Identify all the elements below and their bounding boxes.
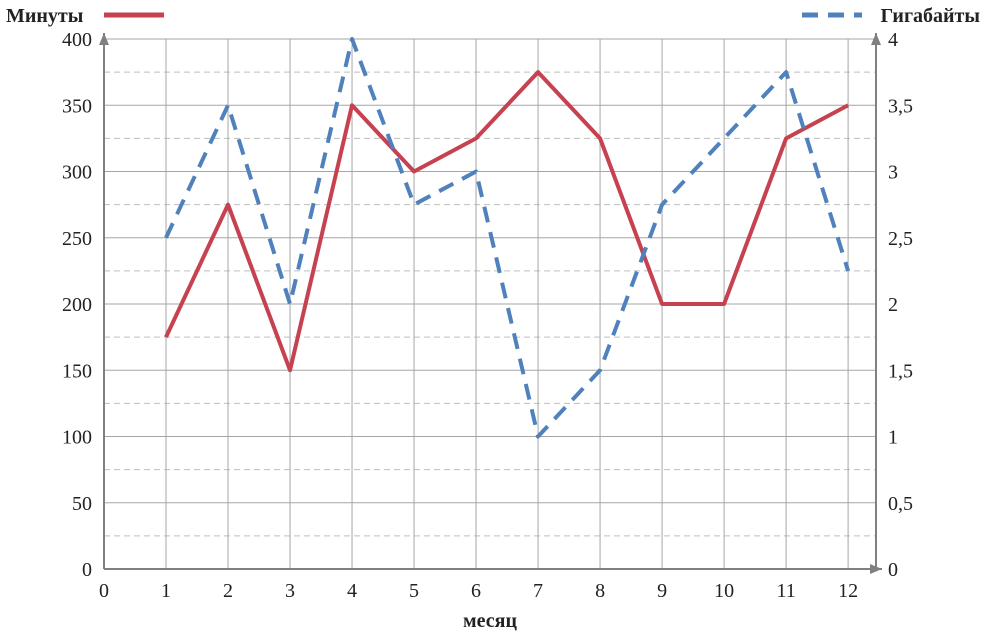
x-axis-title: месяц <box>463 610 517 632</box>
y-left-tick-label: 50 <box>72 493 92 515</box>
y-right-tick-label: 0 <box>888 559 898 581</box>
x-tick-label: 0 <box>99 580 109 602</box>
y-left-tick-label: 400 <box>62 29 92 51</box>
x-tick-label: 5 <box>409 580 419 602</box>
y-right-tick-label: 3 <box>888 162 898 184</box>
y-left-tick-label: 150 <box>62 360 92 382</box>
x-tick-label: 7 <box>533 580 543 602</box>
y-left-tick-label: 300 <box>62 162 92 184</box>
y-right-tick-label: 1 <box>888 427 898 449</box>
x-tick-label: 3 <box>285 580 295 602</box>
x-tick-label: 10 <box>714 580 734 602</box>
y-right-tick-label: 2 <box>888 294 898 316</box>
x-tick-label: 9 <box>657 580 667 602</box>
y-left-tick-label: 200 <box>62 294 92 316</box>
y-left-tick-label: 350 <box>62 95 92 117</box>
legend-gigabytes-label: Гигабайты <box>880 5 980 27</box>
y-right-tick-label: 4 <box>888 29 898 51</box>
y-right-tick-label: 3,5 <box>888 95 913 117</box>
x-tick-label: 4 <box>347 580 357 602</box>
y-left-tick-label: 0 <box>82 559 92 581</box>
y-left-tick-label: 250 <box>62 228 92 250</box>
x-tick-label: 2 <box>223 580 233 602</box>
x-tick-label: 11 <box>776 580 795 602</box>
dual-axis-line-chart: 0123456789101112месяц0501001502002503003… <box>0 0 986 641</box>
y-right-tick-label: 2,5 <box>888 228 913 250</box>
chart-container: 0123456789101112месяц0501001502002503003… <box>0 0 986 641</box>
y-right-tick-label: 0,5 <box>888 493 913 515</box>
y-left-tick-label: 100 <box>62 427 92 449</box>
y-right-tick-label: 1,5 <box>888 360 913 382</box>
x-tick-label: 8 <box>595 580 605 602</box>
x-tick-label: 6 <box>471 580 481 602</box>
x-tick-label: 1 <box>161 580 171 602</box>
legend-minutes-label: Минуты <box>6 5 84 27</box>
x-tick-label: 12 <box>838 580 858 602</box>
